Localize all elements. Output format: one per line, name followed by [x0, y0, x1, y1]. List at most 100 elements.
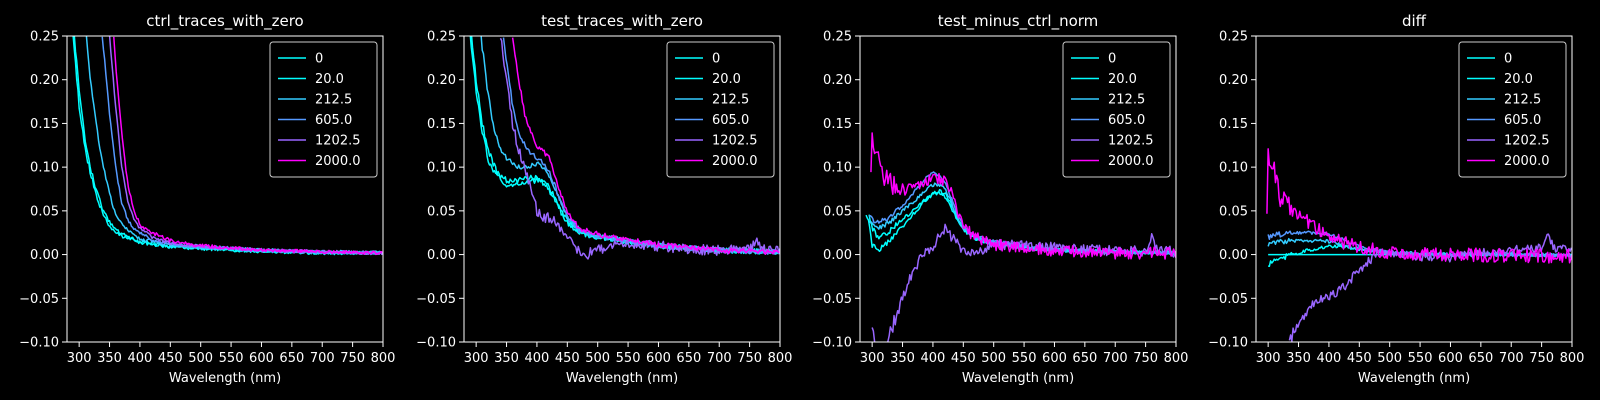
y-tick-label: 0.20 [427, 73, 456, 88]
x-tick-label: 600 [646, 351, 671, 366]
panel-title: test_traces_with_zero [541, 12, 703, 31]
x-axis-label: Wavelength (nm) [962, 371, 1074, 386]
x-tick-label: 700 [1103, 351, 1128, 366]
x-tick-label: 300 [464, 351, 489, 366]
legend-label: 212.5 [1108, 93, 1145, 108]
x-tick-label: 450 [158, 351, 183, 366]
y-tick-label: 0.15 [30, 117, 59, 132]
legend-label: 0 [1108, 52, 1116, 67]
legend-label: 605.0 [712, 113, 749, 128]
series-group [865, 132, 1176, 342]
x-tick-label: 350 [97, 351, 122, 366]
y-tick-label: −0.05 [812, 292, 852, 307]
legend-label: 2000.0 [712, 154, 758, 169]
x-tick-label: 650 [1468, 351, 1493, 366]
series-line-6 [1266, 148, 1572, 264]
panel-4: diff Wavelength (nm) 300 350 400 450 500 550 600… [1208, 12, 1584, 386]
y-tick-label: −0.05 [1208, 292, 1248, 307]
legend-label: 605.0 [1108, 113, 1145, 128]
x-tick-label: 650 [1072, 351, 1097, 366]
legend-label: 20.0 [712, 72, 741, 87]
y-tick-label: 0.25 [1219, 30, 1248, 45]
y-tick-label: 0.20 [823, 73, 852, 88]
x-tick-label: 750 [737, 351, 762, 366]
legend-label: 212.5 [712, 93, 749, 108]
y-tick-label: 0.00 [30, 248, 59, 263]
legend: 0 20.0 212.5 605.0 1202.5 2000.0 [1062, 41, 1171, 178]
y-tick-label: 0.05 [30, 204, 59, 219]
x-tick-label: 500 [981, 351, 1006, 366]
x-tick-label: 650 [279, 351, 304, 366]
legend-label: 2000.0 [1108, 154, 1154, 169]
y-tick-label: −0.10 [1208, 336, 1248, 351]
legend: 0 20.0 212.5 605.0 1202.5 2000.0 [666, 41, 775, 178]
x-axis-label: Wavelength (nm) [566, 371, 678, 386]
series-group [469, 36, 780, 260]
legend-label: 1202.5 [1504, 134, 1550, 149]
axes-frame [859, 35, 1177, 343]
y-tick-label: 0.00 [1219, 248, 1248, 263]
x-tick-label: 550 [616, 351, 641, 366]
x-tick-label: 300 [1256, 351, 1281, 366]
y-tick-label: 0.15 [823, 117, 852, 132]
x-tick-label: 450 [1347, 351, 1372, 366]
legend-label: 212.5 [1504, 93, 1541, 108]
y-tick-label: −0.10 [812, 336, 852, 351]
legend-box [1458, 41, 1567, 178]
x-tick-label: 650 [676, 351, 701, 366]
y-tick-label: 0.10 [30, 161, 59, 176]
x-tick-label: 600 [1042, 351, 1067, 366]
x-tick-label: 500 [188, 351, 213, 366]
y-tick-label: 0.05 [1219, 204, 1248, 219]
x-tick-label: 750 [1133, 351, 1158, 366]
legend-label: 0 [712, 52, 720, 67]
series-line-5 [499, 37, 780, 260]
y-tick-label: −0.10 [19, 336, 59, 351]
y-tick-label: 0.00 [823, 248, 852, 263]
x-tick-label: 600 [249, 351, 274, 366]
x-tick-label: 450 [951, 351, 976, 366]
x-axis-label: Wavelength (nm) [169, 371, 281, 386]
legend-label: 212.5 [315, 93, 352, 108]
y-tick-label: 0.10 [1219, 161, 1248, 176]
legend-label: 605.0 [315, 113, 352, 128]
legend-box [269, 41, 378, 178]
x-tick-label: 400 [1317, 351, 1342, 366]
x-tick-label: 300 [67, 351, 92, 366]
panel-title: diff [1402, 12, 1427, 30]
legend-label: 1202.5 [315, 134, 361, 149]
legend-label: 0 [315, 52, 323, 67]
series-group [1266, 148, 1572, 342]
y-tick-label: 0.25 [427, 30, 456, 45]
y-tick-label: 0.10 [823, 161, 852, 176]
legend-label: 1202.5 [1108, 134, 1154, 149]
y-tick-label: −0.10 [416, 336, 456, 351]
y-tick-label: 0.25 [823, 30, 852, 45]
y-tick-label: 0.00 [427, 248, 456, 263]
panel-3: test_minus_ctrl_norm Wavelength (nm) 300 35… [812, 12, 1188, 386]
x-tick-label: 800 [1560, 351, 1585, 366]
x-tick-label: 800 [371, 351, 396, 366]
x-tick-label: 800 [768, 351, 793, 366]
y-tick-label: 0.20 [30, 73, 59, 88]
x-tick-label: 500 [585, 351, 610, 366]
legend-label: 20.0 [1504, 72, 1533, 87]
legend-box [666, 41, 775, 178]
x-tick-label: 400 [525, 351, 550, 366]
legend-label: 0 [1504, 52, 1512, 67]
legend-label: 2000.0 [1504, 154, 1550, 169]
legend-box [1062, 41, 1171, 178]
axes-frame [66, 35, 384, 343]
x-tick-label: 700 [1499, 351, 1524, 366]
y-tick-label: 0.25 [30, 30, 59, 45]
legend-label: 605.0 [1504, 113, 1541, 128]
x-tick-label: 350 [890, 351, 915, 366]
x-tick-label: 750 [340, 351, 365, 366]
y-tick-label: 0.05 [823, 204, 852, 219]
y-tick-label: 0.20 [1219, 73, 1248, 88]
panel-1: ctrl_traces_with_zero Wavelength (nm) 300 3… [19, 12, 395, 386]
x-tick-label: 800 [1164, 351, 1189, 366]
y-tick-label: −0.05 [19, 292, 59, 307]
x-tick-label: 450 [555, 351, 580, 366]
